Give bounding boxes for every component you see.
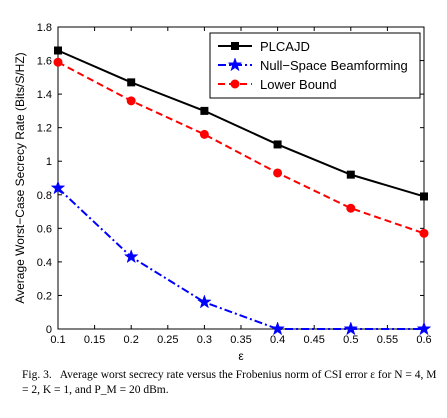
caption-label: Fig. 3. bbox=[22, 369, 52, 381]
legend-entry: Lower Bound bbox=[218, 77, 337, 92]
y-tick-label: 1 bbox=[46, 156, 52, 168]
data-point-lower-bound bbox=[419, 228, 429, 238]
x-tick-label: 0.5 bbox=[343, 334, 358, 346]
y-tick-label: 0.4 bbox=[37, 257, 52, 269]
legend-label: PLCAJD bbox=[260, 39, 310, 54]
legend-label: Null−Space Beamforming bbox=[260, 58, 408, 73]
y-tick-label: 0.2 bbox=[37, 290, 52, 302]
data-point-null-space-beamforming bbox=[123, 249, 139, 264]
data-point-lower-bound bbox=[346, 203, 356, 213]
data-point-lower-bound bbox=[273, 168, 283, 178]
caption-text: Average worst secrecy rate versus the Fr… bbox=[22, 369, 437, 396]
legend-entry: Null−Space Beamforming bbox=[218, 57, 408, 73]
legend-marker bbox=[231, 42, 239, 50]
figure-caption: Fig. 3. Average worst secrecy rate versu… bbox=[22, 368, 437, 398]
data-point-null-space-beamforming bbox=[50, 180, 66, 195]
x-tick-label: 0.55 bbox=[377, 334, 398, 346]
data-point-lower-bound bbox=[126, 96, 136, 106]
series-group bbox=[50, 46, 432, 336]
x-tick-label: 0.2 bbox=[124, 334, 139, 346]
series-null-space-beamforming bbox=[50, 180, 432, 336]
legend-marker bbox=[227, 57, 243, 72]
data-point-null-space-beamforming bbox=[343, 321, 359, 336]
series-line-plcajd bbox=[57, 49, 425, 198]
x-axis-label: ε bbox=[238, 349, 244, 363]
axis-ticks: 0.1 0.15 0.2 0.25 0.3 0.35 0.4 0.45 0.5 0.55 0.6 0 0… bbox=[37, 22, 432, 346]
data-point-plcajd bbox=[127, 78, 136, 87]
data-point-plcajd bbox=[273, 140, 282, 149]
x-tick-label: 0.6 bbox=[416, 334, 431, 346]
data-point-lower-bound bbox=[53, 57, 63, 67]
data-point-null-space-beamforming bbox=[416, 321, 432, 336]
x-tick-label: 0.45 bbox=[303, 334, 324, 346]
y-tick-label: 0.8 bbox=[37, 190, 52, 202]
series-line-null-space-beamforming bbox=[57, 187, 424, 330]
data-point-plcajd bbox=[346, 170, 355, 179]
x-tick-label: 0.35 bbox=[230, 334, 251, 346]
x-tick-label: 0.1 bbox=[50, 334, 65, 346]
legend-marker bbox=[230, 79, 240, 89]
legend-label: Lower Bound bbox=[260, 77, 337, 92]
data-point-plcajd bbox=[200, 106, 209, 115]
y-tick-label: 1.4 bbox=[37, 89, 52, 101]
data-point-plcajd bbox=[420, 192, 428, 201]
x-tick-label: 0.4 bbox=[270, 334, 285, 346]
y-tick-label: 0.6 bbox=[37, 223, 52, 235]
x-tick-label: 0.3 bbox=[197, 334, 212, 346]
data-point-plcajd bbox=[54, 46, 62, 55]
chart: 0.1 0.15 0.2 0.25 0.3 0.35 0.4 0.45 0.5 0.55 0.6 0 0… bbox=[13, 22, 432, 363]
x-tick-label: 0.15 bbox=[84, 334, 105, 346]
data-point-null-space-beamforming bbox=[197, 294, 212, 309]
legend: PLCAJD Null−Space Beamforming Lower Bound bbox=[209, 32, 421, 99]
y-tick-label: 1.6 bbox=[37, 56, 52, 68]
series-lower-bound bbox=[53, 57, 429, 238]
y-tick-label: 1.2 bbox=[37, 123, 52, 135]
legend-entry: PLCAJD bbox=[218, 39, 310, 54]
y-tick-label: 1.8 bbox=[37, 22, 52, 34]
series-plcajd bbox=[54, 46, 428, 201]
y-axis-label: Average Worst−Case Secrecy Rate (Bits/S/… bbox=[13, 52, 27, 303]
x-tick-label: 0.25 bbox=[157, 334, 178, 346]
y-tick-label: 0 bbox=[46, 324, 52, 336]
data-point-lower-bound bbox=[199, 129, 209, 139]
series-line-lower-bound bbox=[57, 61, 425, 235]
data-point-null-space-beamforming bbox=[270, 321, 285, 336]
